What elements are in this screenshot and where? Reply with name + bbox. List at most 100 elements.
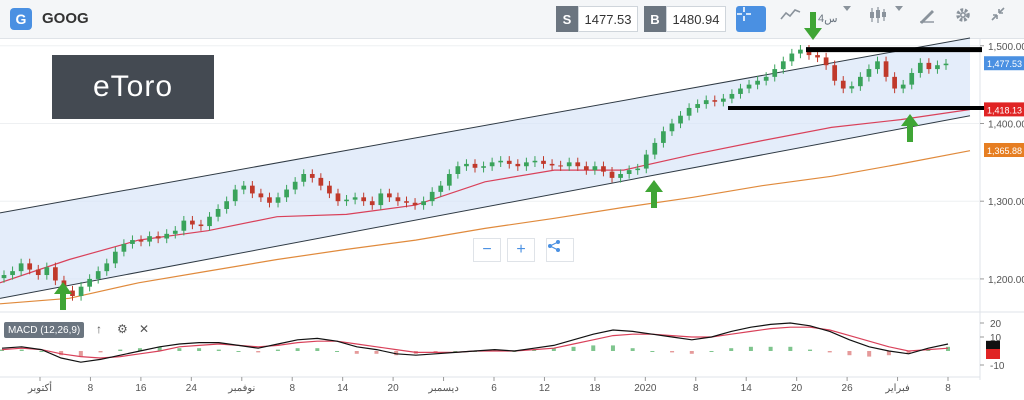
candle-body [806,49,812,56]
price-badge-label: 1,477.53 [987,59,1022,69]
sell-price: 1477.53 [578,6,638,32]
candle-body [661,131,666,143]
candle-body [472,163,478,168]
x-tick-label: 14 [337,383,349,394]
crosshair-icon[interactable] [736,6,766,32]
candle-body [198,224,204,227]
x-tick-label: 8 [88,383,94,394]
candle-body [378,193,384,206]
price-badge [984,56,1024,71]
candle-body [284,189,289,198]
candle-body [498,160,504,163]
candle-body [207,216,212,227]
macd-histogram-bar [137,348,142,351]
line-chart-icon[interactable] [780,6,810,32]
candle-body [763,76,769,81]
chevron-down-icon[interactable] [843,6,855,32]
buy-price-box[interactable]: B 1480.94 [644,6,726,32]
macd-y-tick-label: 20 [990,319,1002,330]
macd-histogram-bar [591,345,596,351]
macd-histogram-bar [433,351,438,353]
candle-body [524,162,529,167]
candlestick-icon[interactable] [868,6,894,32]
candle-body [138,240,144,242]
macd-histogram-bar [532,349,537,351]
candle-body [344,199,349,202]
macd-histogram-bar [571,346,576,351]
share-icon [548,240,560,252]
draw-tool-icon[interactable] [918,6,944,32]
macd-histogram-bar [335,351,340,352]
candle-body [172,230,178,234]
candle-body [292,181,298,190]
candle-body [635,168,641,171]
candle-body [249,185,255,194]
macd-histogram-bar [394,351,399,356]
candle-body [720,98,726,102]
macd-histogram-bar [78,351,83,357]
candle-body [95,271,101,279]
candle-body [44,267,50,276]
price-badge-label: 1,365.88 [987,146,1022,156]
candle-body [883,61,889,77]
macd-histogram-bar [847,351,852,356]
arrow-up-icon[interactable]: ↑ [96,322,102,336]
macd-signal-badge [986,349,1000,359]
candle-body [335,193,341,202]
macd-histogram-bar [157,346,162,351]
macd-histogram-bar [788,346,793,351]
close-icon[interactable]: ✕ [139,322,150,336]
candle-body [840,80,846,89]
period-selector[interactable]: 4س [818,13,838,25]
chevron-down-icon[interactable] [895,6,907,32]
macd-value-badge [986,340,1000,351]
gear-icon[interactable] [954,6,980,32]
candle-body [258,193,264,198]
candle-body [121,243,127,252]
candle-body [164,233,170,239]
candle-body [506,160,512,164]
candle-body [772,69,778,77]
share-button[interactable] [546,238,574,262]
buy-key: B [644,6,666,32]
candle-body [926,62,932,70]
gear-icon[interactable]: ⚙ [117,322,128,336]
price-badge [984,143,1024,158]
candle-body [387,193,392,198]
channel-lower-line [0,115,971,299]
y-tick-label: 1,500.00 [988,42,1024,53]
candle-body [104,263,110,272]
candle-body [943,63,949,66]
macd-histogram-bar [197,348,202,351]
macd-histogram-bar [59,351,64,356]
macd-histogram-bar [650,351,655,352]
macd-histogram-bar [689,351,694,354]
sell-price-box[interactable]: S 1477.53 [556,6,638,32]
zoom-in-button[interactable]: + [507,238,535,262]
candle-body [369,201,375,206]
candle-body [703,100,709,105]
x-tick-label: 8 [945,383,951,394]
channel-fill [0,38,970,299]
zoom-out-button[interactable]: − [473,238,501,262]
candle-body [421,201,426,206]
macd-histogram-bar [216,349,221,351]
candle-body [78,286,84,297]
x-tick-label: 12 [539,383,551,394]
collapse-icon[interactable] [990,6,1016,32]
macd-histogram-bar [748,346,753,351]
macd-histogram-bar [39,351,44,352]
macd-histogram-bar [670,351,675,353]
macd-indicator-label[interactable]: MACD (12,26,9) [4,322,85,338]
logo-text: eToro [92,70,174,103]
macd-y-tick-label: -10 [990,361,1005,372]
candle-body [181,220,187,231]
candle-body [643,154,649,169]
candle-body [815,55,820,58]
macd-histogram-bar [867,351,872,357]
candle-body [224,201,230,209]
y-tick-label: 1,400.00 [988,119,1024,130]
candle-body [489,162,495,167]
candle-body [746,84,752,89]
